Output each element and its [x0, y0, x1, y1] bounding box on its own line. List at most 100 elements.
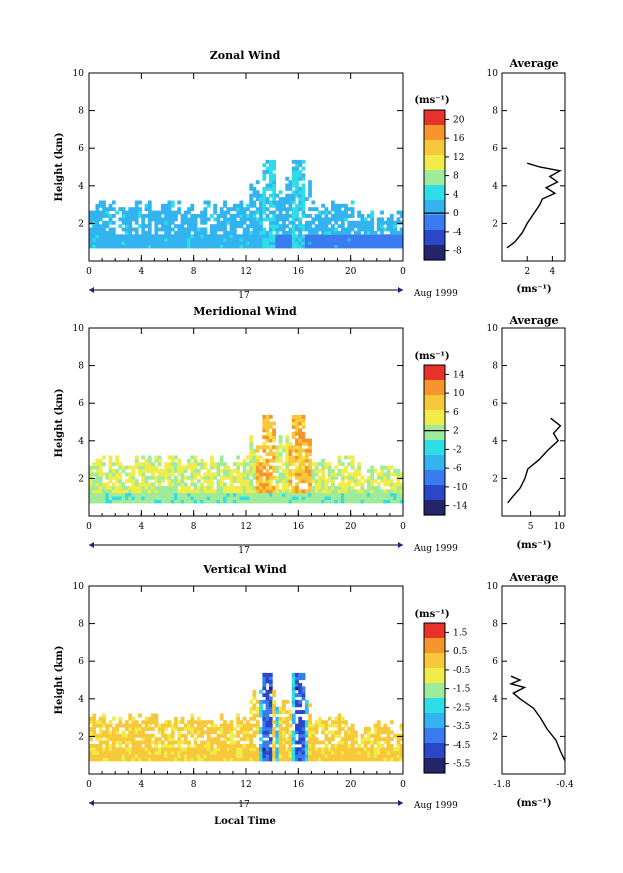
- date-label-zonal: Aug 1999: [413, 289, 458, 299]
- heatmap-cell: [373, 469, 378, 473]
- heatmap-cell: [393, 489, 397, 494]
- heatmap-cell: [102, 214, 106, 218]
- heatmap-cell: [389, 479, 394, 484]
- heatmap-cell: [265, 458, 270, 463]
- time-axis-arrow-left: [89, 800, 94, 806]
- heatmap-cell: [311, 200, 316, 205]
- heatmap-cell: [321, 489, 325, 494]
- heatmap-cell: [183, 465, 188, 470]
- heatmap-cell: [314, 489, 319, 494]
- heatmap-cell: [282, 757, 286, 762]
- heatmap-cell: [363, 737, 368, 742]
- heatmap-cell: [324, 750, 329, 755]
- heatmap-cell: [161, 234, 165, 239]
- heatmap-cell: [255, 706, 260, 711]
- heatmap-cell: [239, 203, 244, 208]
- colorbar-swatch: [424, 728, 445, 737]
- heatmap-cell: [278, 224, 283, 229]
- heatmap-cell: [259, 244, 263, 249]
- heatmap-cell: [174, 492, 178, 497]
- heatmap-cell: [255, 747, 260, 752]
- heatmap-cell: [226, 723, 231, 728]
- heatmap-cell: [262, 227, 267, 232]
- heatmap-cell: [350, 492, 355, 497]
- heatmap-cell: [219, 475, 224, 480]
- heatmap-cell: [363, 754, 368, 758]
- time-axis-arrow-right: [398, 287, 403, 293]
- heatmap-cell: [350, 499, 355, 504]
- heatmap-cell: [272, 713, 276, 718]
- heatmap-cell: [193, 220, 198, 225]
- heatmap-cell: [255, 730, 260, 735]
- heatmap-cell: [308, 496, 312, 500]
- heatmap-cell: [363, 730, 368, 735]
- heatmap-cell: [291, 730, 296, 735]
- heatmap-cell: [393, 733, 397, 738]
- heatmap-cell: [216, 237, 221, 242]
- heatmap-cell: [259, 747, 263, 752]
- heatmap-cell: [337, 716, 342, 721]
- heatmap-cell: [370, 492, 375, 497]
- heatmap-cell: [154, 716, 159, 721]
- heatmap-cell: [193, 462, 198, 467]
- heatmap-cell: [102, 492, 106, 497]
- heatmap-cell: [118, 743, 123, 748]
- heatmap-cell: [134, 227, 139, 232]
- heatmap-cell: [334, 227, 339, 232]
- heatmap-cell: [144, 485, 149, 490]
- heatmap-cell: [216, 750, 221, 755]
- heatmap-cell: [291, 713, 296, 718]
- heatmap-cell: [89, 472, 93, 477]
- heatmap-cell: [102, 241, 106, 245]
- heatmap-cell: [187, 492, 191, 497]
- heatmap-cell: [304, 237, 309, 242]
- profile-y-tick-label: 6: [492, 657, 498, 667]
- heatmap-cell: [386, 727, 391, 731]
- heatmap-cell: [131, 723, 136, 728]
- heatmap-cell: [134, 210, 139, 215]
- heatmap-cell: [265, 241, 270, 245]
- heatmap-cell: [134, 489, 139, 494]
- heatmap-cell: [102, 455, 106, 460]
- heatmap-cell: [282, 733, 286, 738]
- heatmap-cell: [164, 727, 168, 731]
- heatmap-cell: [262, 710, 267, 714]
- heatmap-cell: [128, 465, 133, 470]
- heatmap-cell: [268, 496, 273, 500]
- heatmap-cell: [272, 197, 276, 201]
- heatmap-cell: [278, 241, 283, 245]
- heatmap-cell: [161, 237, 165, 242]
- heatmap-cell: [295, 455, 299, 460]
- heatmap-cell: [259, 703, 263, 708]
- heatmap-cell: [367, 241, 371, 245]
- heatmap-cell: [304, 496, 309, 500]
- heatmap-cell: [196, 214, 201, 218]
- colorbar-tick-label: -0.5: [453, 666, 471, 676]
- heatmap-cell: [265, 479, 270, 484]
- heatmap-cell: [301, 448, 306, 453]
- heatmap-cell: [399, 727, 404, 731]
- heatmap-cell: [144, 244, 149, 249]
- heatmap-cell: [386, 754, 391, 758]
- heatmap-cell: [363, 230, 368, 235]
- heatmap-cell: [321, 234, 325, 239]
- heatmap-cell: [278, 203, 283, 208]
- heatmap-cell: [121, 210, 126, 215]
- heatmap-cell: [344, 743, 348, 748]
- heatmap-cell: [128, 224, 133, 229]
- heatmap-cell: [295, 723, 299, 728]
- heatmap-cell: [196, 499, 201, 504]
- heatmap-cell: [98, 200, 103, 205]
- heatmap-cell: [190, 237, 195, 242]
- heatmap-cell: [285, 207, 290, 212]
- heatmap-cell: [340, 754, 345, 758]
- heatmap-cell: [111, 499, 116, 504]
- heatmap-cell: [321, 237, 325, 242]
- heatmap-cell: [272, 234, 276, 239]
- heatmap-cell: [282, 720, 286, 725]
- heatmap-cell: [262, 723, 267, 728]
- heatmap-cell: [226, 492, 231, 497]
- heatmap-cell: [314, 482, 319, 487]
- heatmap-cell: [272, 435, 276, 440]
- heatmap-cell: [376, 227, 381, 232]
